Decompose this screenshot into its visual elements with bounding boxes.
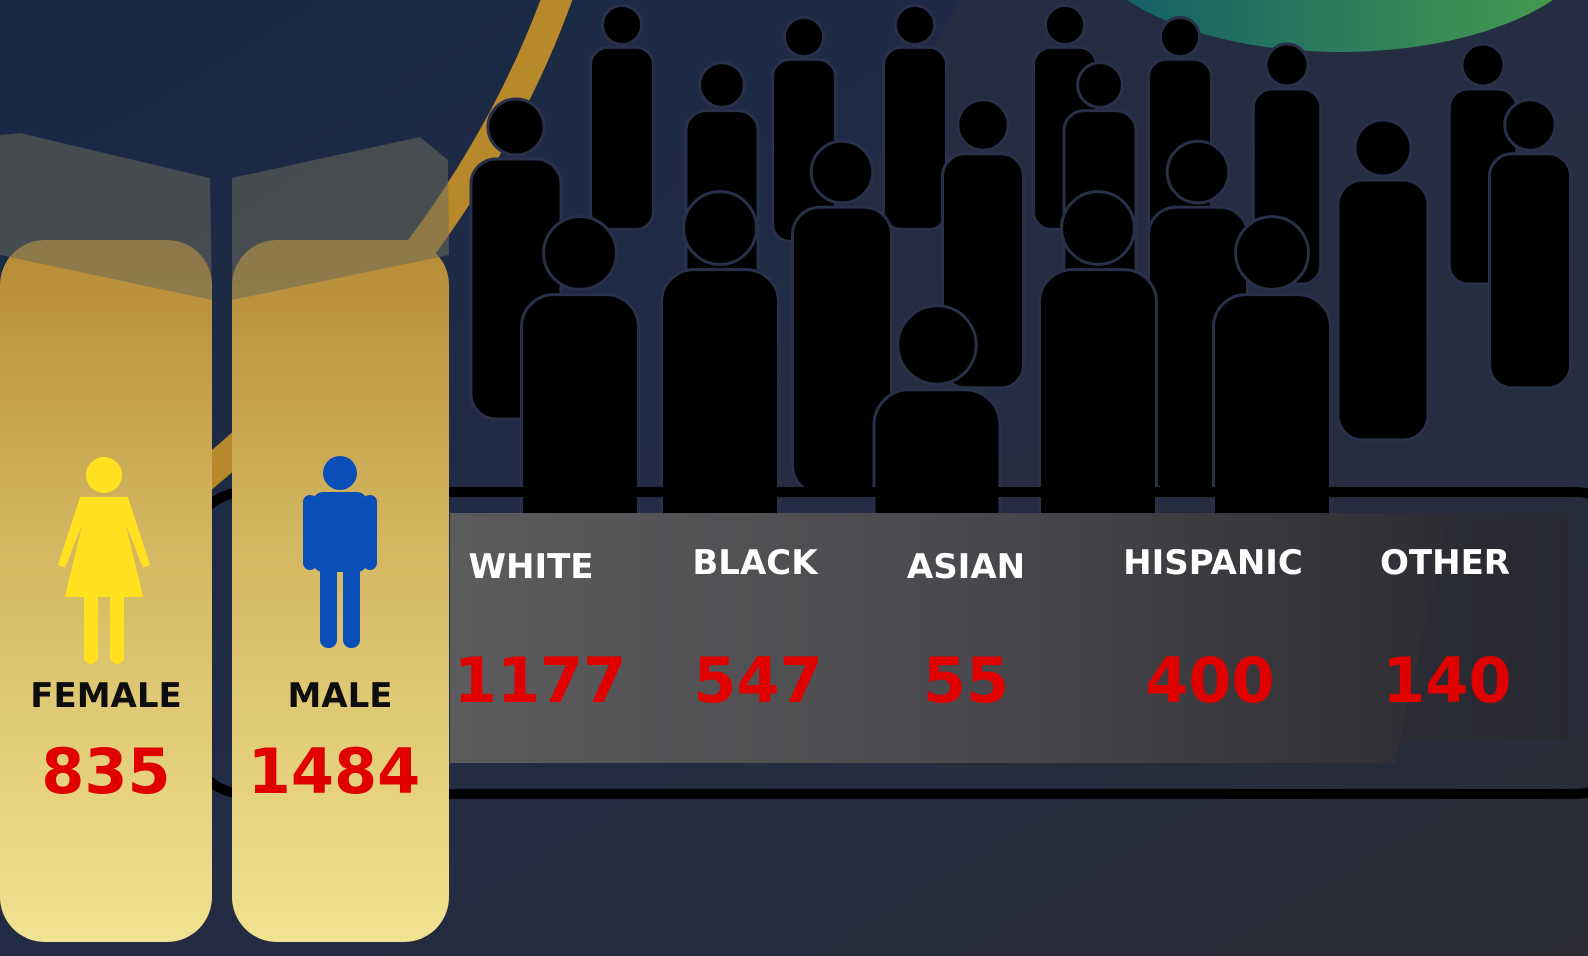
silhouette-part	[895, 5, 934, 44]
silhouette-part	[1160, 17, 1199, 56]
ethnicity-label: WHITE	[468, 547, 593, 587]
silhouette-part	[1462, 44, 1504, 86]
ethnicity-count: 1177	[454, 644, 627, 717]
gender-label: MALE	[287, 676, 392, 716]
silhouette-part	[700, 63, 745, 108]
ethnicity-count: 547	[693, 644, 822, 717]
infographic: FEMALE 835 MALE 1484 WHITE BLACK ASIAN H…	[0, 0, 1588, 956]
silhouette-part	[1045, 5, 1084, 44]
silhouette-part	[784, 17, 823, 56]
silhouette-part	[1266, 44, 1308, 86]
silhouette-part	[1167, 141, 1229, 203]
gender-count: 835	[41, 735, 170, 808]
silhouette-part	[1505, 100, 1555, 150]
ethnicity-count: 55	[923, 644, 1009, 717]
ethnicity-count: 140	[1382, 644, 1511, 717]
male-panel	[232, 240, 449, 942]
ethnicity-label: HISPANIC	[1123, 543, 1303, 583]
silhouette-part	[1338, 180, 1428, 440]
ethnicity-label: BLACK	[692, 543, 819, 583]
ethnicity-label: ASIAN	[907, 547, 1025, 587]
silhouette-part	[684, 192, 757, 265]
silhouette-part	[1236, 217, 1309, 290]
silhouette-part	[488, 99, 544, 155]
silhouette-part	[884, 47, 947, 229]
silhouette-part	[1078, 63, 1123, 108]
gender-count: 1484	[248, 735, 421, 808]
silhouette-part	[591, 47, 654, 229]
silhouette-part	[898, 306, 976, 384]
silhouette-part	[811, 141, 873, 203]
silhouette-part	[1062, 192, 1135, 265]
silhouette-part	[602, 5, 641, 44]
silhouette-part	[1490, 154, 1571, 388]
silhouette-part	[958, 100, 1008, 150]
silhouette-part	[544, 217, 617, 290]
ethnicity-count: 400	[1145, 644, 1274, 717]
silhouette-part	[1355, 120, 1411, 176]
page: FEMALE 835 MALE 1484 WHITE BLACK ASIAN H…	[0, 0, 1588, 956]
gender-label: FEMALE	[30, 676, 182, 716]
ethnicity-label: OTHER	[1380, 543, 1510, 583]
